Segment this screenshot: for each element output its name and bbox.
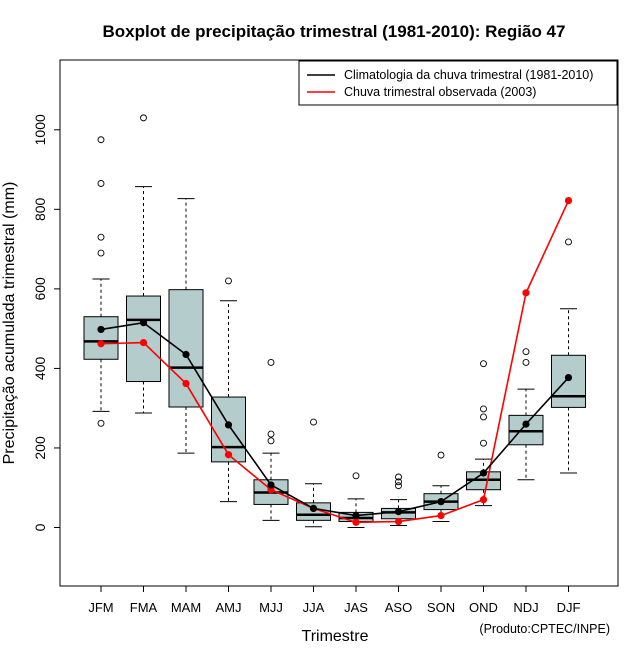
legend-box [298, 60, 618, 106]
outlier-point [97, 249, 105, 257]
series-lines [97, 196, 573, 526]
y-tick-label: 1000 [32, 114, 48, 145]
series-point-observed [182, 379, 190, 388]
outlier-point [310, 418, 317, 426]
legend-label-climatology: Climatologia da chuva trimestral (1981-2… [344, 68, 593, 82]
x-tick-label: FMA [130, 600, 158, 615]
x-tick-label: JAS [344, 600, 368, 615]
x-tick-label: NDJ [513, 600, 538, 615]
x-axis: JFM FMA MAM AMJ MJJ JJA JAS ASO SON OND NDJ DJF [88, 586, 580, 615]
series-point-observed [437, 511, 445, 520]
credit-label: (Produto:CPTEC/INPE) [479, 622, 610, 636]
outlier-point [480, 405, 487, 413]
x-tick-label: SON [427, 600, 455, 615]
legend: Climatologia da chuva trimestral (1981-2… [298, 60, 618, 106]
outlier-point [522, 359, 530, 366]
x-tick-label: MJJ [259, 600, 283, 615]
outlier-point [97, 233, 105, 241]
x-tick-label: JJA [303, 600, 325, 615]
series-point-climatology [139, 319, 148, 327]
series-point-climatology [182, 350, 190, 359]
series-point-climatology [522, 420, 530, 428]
x-tick-label: ASO [385, 600, 412, 615]
series-point-observed [352, 518, 360, 526]
series-line-climatology [100, 321, 570, 517]
chart-title: Boxplot de precipitação trimestral (1981… [103, 22, 566, 41]
outlier-point [395, 482, 402, 490]
y-axis-title: Precipitação acumulada trimestral (mm) [1, 182, 18, 465]
x-tick-label: MAM [171, 600, 201, 615]
series-point-climatology [352, 511, 360, 520]
outlier-point [522, 348, 530, 356]
box-MJJ [253, 359, 289, 521]
series-point-climatology [437, 498, 445, 506]
iqr-box [551, 354, 586, 408]
series-point-observed [224, 451, 233, 459]
box-NDJ [508, 348, 544, 481]
outlier-point [267, 437, 275, 445]
outlier-point [267, 430, 275, 438]
outlier-point [97, 419, 105, 427]
y-tick-label: 0 [32, 523, 48, 531]
series-point-observed [97, 340, 105, 348]
series-point-climatology [394, 507, 403, 516]
outlier-point [480, 413, 487, 421]
outlier-point [225, 277, 232, 285]
series-point-observed [522, 289, 530, 297]
x-tick-label: DJF [557, 600, 581, 615]
outlier-point [140, 114, 147, 122]
box-OND [466, 360, 501, 507]
series-point-observed [479, 496, 488, 504]
box-JFM [83, 136, 119, 427]
y-tick-label: 400 [32, 357, 48, 381]
boxes [83, 114, 586, 528]
outlier-point [437, 451, 445, 459]
series-point-observed [564, 196, 573, 205]
box-MAM [168, 198, 204, 454]
series-point-climatology [564, 373, 573, 382]
x-axis-title: Trimestre [302, 628, 369, 645]
box-FMA [126, 114, 161, 414]
outlier-point [480, 439, 487, 447]
series-point-climatology [309, 504, 318, 513]
y-axis: 0 200 400 600 800 1000 [32, 114, 60, 531]
series-point-climatology [479, 469, 488, 477]
plot-frame [59, 59, 619, 587]
y-tick-label: 600 [32, 277, 48, 301]
outlier-point [97, 136, 105, 144]
outlier-point [395, 478, 402, 486]
x-tick-label: OND [469, 600, 498, 615]
outlier-point [565, 238, 572, 246]
box-AMJ [211, 277, 246, 503]
series-point-climatology [224, 421, 233, 429]
iqr-box [126, 295, 161, 383]
box-ASO [381, 473, 416, 527]
y-tick-label: 800 [32, 197, 48, 221]
series-point-climatology [97, 325, 105, 334]
iqr-box [83, 316, 119, 360]
iqr-box [168, 289, 204, 408]
outlier-point [97, 180, 105, 187]
x-tick-label: JFM [88, 600, 113, 615]
outlier-point [480, 360, 487, 368]
series-point-observed [139, 338, 148, 347]
series-point-observed [394, 517, 403, 526]
box-DJF [551, 238, 586, 474]
outlier-point [395, 473, 402, 481]
x-tick-label: AMJ [216, 600, 242, 615]
iqr-box [211, 396, 246, 463]
series-point-climatology [267, 481, 275, 489]
legend-label-observed: Chuva trimestral observada (2003) [344, 85, 536, 99]
y-tick-label: 200 [32, 436, 48, 460]
outlier-point [267, 359, 275, 366]
outlier-point [352, 472, 360, 480]
